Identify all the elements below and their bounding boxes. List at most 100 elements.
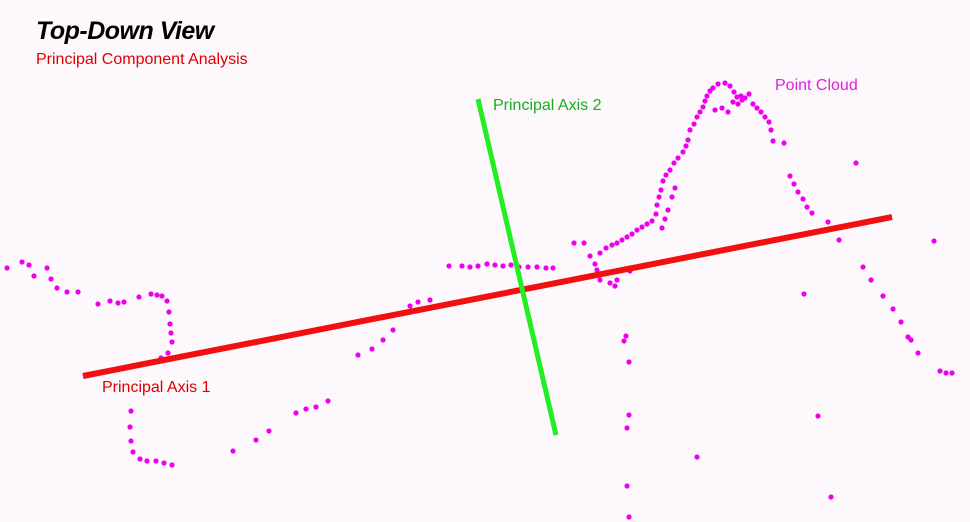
point-cloud-dot — [791, 181, 797, 187]
point-cloud-dot — [148, 291, 154, 297]
point-cloud-dot — [128, 438, 134, 444]
point-cloud-dot — [731, 89, 737, 95]
point-cloud-dot — [626, 412, 632, 418]
point-cloud-dot — [853, 160, 859, 166]
point-cloud-dot — [781, 140, 787, 146]
point-cloud-dot — [154, 292, 160, 298]
point-cloud-dot — [836, 237, 842, 243]
point-cloud-dot — [534, 264, 540, 270]
point-cloud-dot — [710, 85, 716, 91]
point-cloud-dot — [313, 404, 319, 410]
point-cloud-dot — [801, 291, 807, 297]
point-cloud-dot — [626, 514, 632, 520]
point-cloud-dot — [266, 428, 272, 434]
point-cloud-dot — [754, 105, 760, 111]
point-cloud-dot — [738, 93, 744, 99]
point-cloud-dot — [169, 339, 175, 345]
point-cloud-dot — [825, 219, 831, 225]
point-cloud-dot — [427, 297, 433, 303]
point-cloud-dot — [612, 283, 618, 289]
point-cloud-dot — [809, 210, 815, 216]
point-cloud-dot — [621, 338, 627, 344]
point-cloud-dot — [130, 449, 136, 455]
point-cloud-dot — [623, 333, 629, 339]
point-cloud-dot — [592, 261, 598, 267]
point-cloud-dot — [949, 370, 955, 376]
point-cloud-dot — [719, 105, 725, 111]
point-cloud-dot — [795, 189, 801, 195]
point-cloud-dot — [446, 263, 452, 269]
point-cloud-dot — [665, 207, 671, 213]
point-cloud-dot — [868, 277, 874, 283]
point-cloud-dot — [629, 231, 635, 237]
point-cloud-dot — [407, 303, 413, 309]
point-cloud-dot — [669, 194, 675, 200]
point-cloud-dot — [735, 101, 741, 107]
point-cloud-dot — [609, 242, 615, 248]
point-cloud-dot — [614, 240, 620, 246]
point-cloud-dot — [712, 107, 718, 113]
point-cloud-dot — [19, 259, 25, 265]
point-cloud-dot — [369, 346, 375, 352]
point-cloud-dot — [169, 462, 175, 468]
point-cloud-dot — [915, 350, 921, 356]
point-cloud-dot — [168, 330, 174, 336]
point-cloud-dot — [937, 368, 943, 374]
point-cloud-dot — [166, 309, 172, 315]
point-cloud-dot — [48, 276, 54, 282]
point-cloud-dot — [722, 80, 728, 86]
point-cloud-dot — [603, 245, 609, 251]
point-cloud-dot — [908, 337, 914, 343]
point-cloud-dot — [380, 337, 386, 343]
point-cloud-dot — [660, 178, 666, 184]
point-cloud-dot — [704, 93, 710, 99]
point-cloud-dot — [860, 264, 866, 270]
page-subtitle: Principal Component Analysis — [36, 51, 248, 68]
point-cloud-dot — [107, 298, 113, 304]
point-cloud-dot — [649, 218, 655, 224]
point-cloud-dot — [136, 294, 142, 300]
point-cloud-dot — [667, 167, 673, 173]
principal-axis-1-label: Principal Axis 1 — [102, 379, 211, 396]
point-cloud-dot — [758, 109, 764, 115]
point-cloud-dot — [734, 94, 740, 100]
point-cloud-dot — [137, 456, 143, 462]
point-cloud-dot — [619, 237, 625, 243]
point-cloud-dot — [634, 227, 640, 233]
point-cloud-dot — [492, 262, 498, 268]
point-cloud-dot — [550, 265, 556, 271]
point-cloud-dot — [672, 185, 678, 191]
point-cloud-dot — [44, 265, 50, 271]
point-cloud-dot — [31, 273, 37, 279]
principal-axis-2-line — [475, 98, 559, 436]
point-cloud-dot — [639, 224, 645, 230]
point-cloud-dot — [525, 264, 531, 270]
point-cloud-label: Point Cloud — [775, 77, 858, 94]
point-cloud-dot — [739, 97, 745, 103]
point-cloud-dot — [355, 352, 361, 358]
point-cloud-dot — [624, 234, 630, 240]
point-cloud-dot — [700, 104, 706, 110]
point-cloud-dot — [663, 172, 669, 178]
point-cloud-dot — [653, 211, 659, 217]
point-cloud-dot — [597, 250, 603, 256]
point-cloud-dot — [943, 370, 949, 376]
point-cloud-dot — [644, 221, 650, 227]
point-cloud-dot — [144, 458, 150, 464]
point-cloud-dot — [161, 460, 167, 466]
point-cloud-dot — [768, 127, 774, 133]
point-cloud-dot — [459, 263, 465, 269]
point-cloud-dot — [730, 99, 736, 105]
point-cloud-dot — [415, 299, 421, 305]
point-cloud-dot — [626, 359, 632, 365]
point-cloud-dot — [587, 253, 593, 259]
point-cloud-dot — [898, 319, 904, 325]
point-cloud-dot — [4, 265, 10, 271]
point-cloud-dot — [614, 277, 620, 283]
point-cloud-dot — [659, 225, 665, 231]
point-cloud-dot — [624, 425, 630, 431]
point-cloud-dot — [165, 350, 171, 356]
point-cloud-dot — [697, 109, 703, 115]
point-cloud-dot — [475, 263, 481, 269]
